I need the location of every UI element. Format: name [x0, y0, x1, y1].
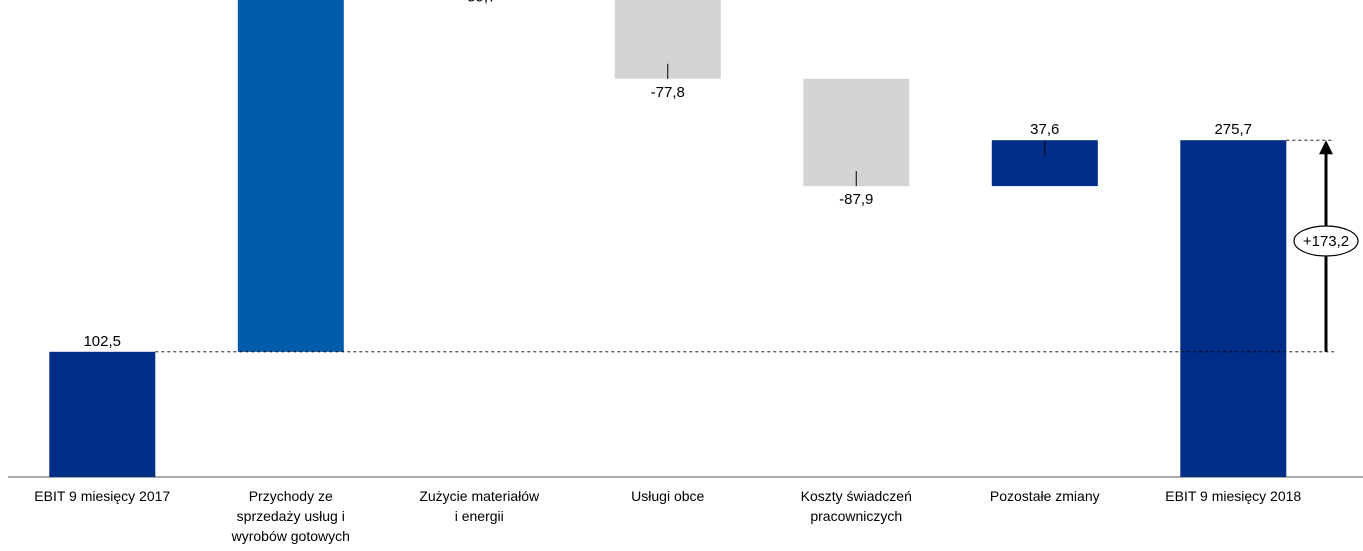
value-label-4: -77,8 [651, 84, 685, 101]
bar-5 [803, 78, 910, 187]
bar-2 [237, 0, 344, 352]
bar-1 [49, 351, 156, 477]
bar-7 [1180, 140, 1287, 477]
category-label-5: Koszty świadczeń pracowniczych [801, 488, 912, 524]
value-label-7: 275,7 [1214, 121, 1252, 138]
change-label: +173,2 [1303, 233, 1349, 250]
value-label-5: -87,9 [839, 191, 873, 208]
category-label-2: Przychody ze sprzedaży usług i wyrobów got… [231, 488, 350, 544]
category-label-4: Usługi obce [631, 488, 704, 504]
change-label-bubble [1293, 225, 1359, 257]
category-label-7: EBIT 9 miesięcy 2018 [1165, 488, 1301, 504]
value-label-3: -59,7 [462, 0, 496, 6]
category-label-3: Zużycie materiałów i energii [419, 488, 540, 524]
category-label-1: EBIT 9 miesięcy 2017 [34, 488, 170, 504]
category-label-6: Pozostałe zmiany [990, 488, 1100, 504]
change-arrow-head [1319, 140, 1333, 155]
value-label-6: 37,6 [1030, 121, 1059, 138]
value-label-1: 102,5 [83, 333, 121, 350]
